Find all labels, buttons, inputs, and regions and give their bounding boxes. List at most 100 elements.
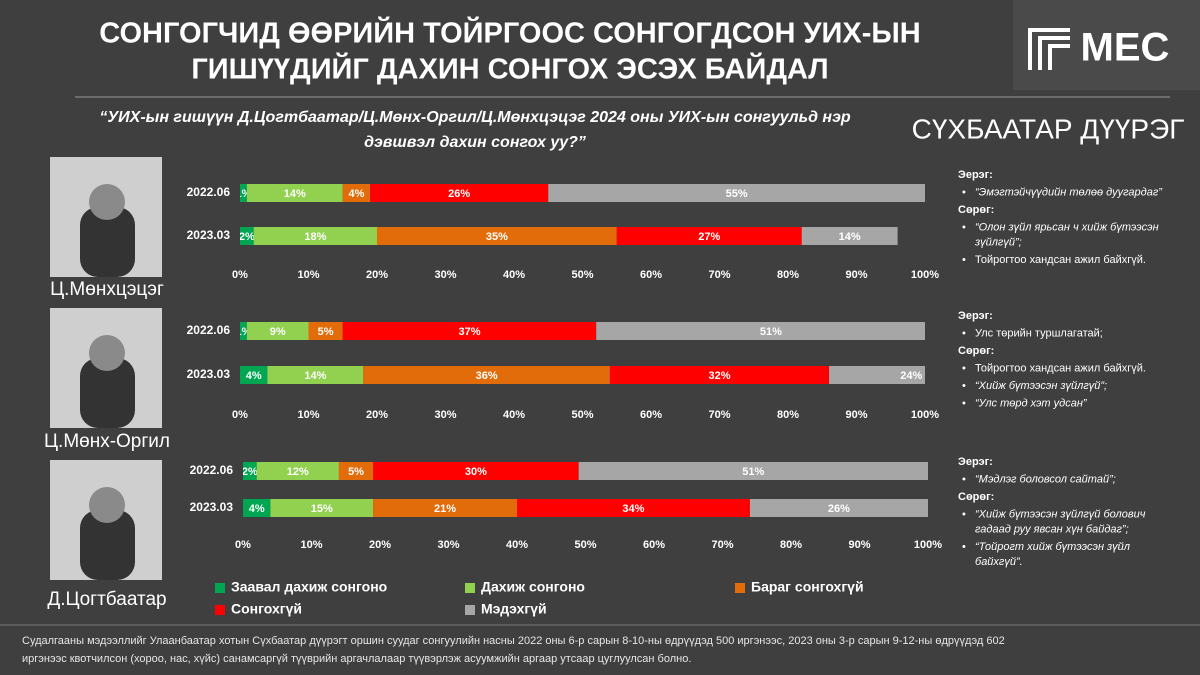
category-label: 2022.06 (190, 463, 234, 477)
bar-segment (267, 366, 364, 384)
value-label: 4% (246, 370, 262, 382)
comment-line: “Хийж бүтээсэн зүйлгүй”; (975, 380, 1107, 392)
bar-segment (616, 227, 802, 245)
value-label: 55% (726, 188, 748, 200)
legend-swatch (215, 605, 225, 615)
bar-segment (342, 322, 597, 340)
x-tick-label: 20% (366, 409, 388, 421)
bar-segment (596, 322, 925, 340)
value-label: 30% (465, 466, 487, 478)
bar-segment (578, 462, 928, 480)
x-tick-label: 90% (845, 409, 867, 421)
portrait-shade (80, 207, 135, 277)
comment-line: “Хийж бүтээсэн зүйлгүй болович (975, 508, 1146, 520)
legend-label: Заавал дахиж сонгоно (231, 579, 387, 595)
value-label: 24% (900, 370, 922, 382)
bar-segment (308, 322, 343, 340)
bar-segment (370, 184, 549, 202)
legend-swatch (465, 605, 475, 615)
bullet: • (962, 397, 966, 409)
comment-line: гадаад руу явсан хүн байдаг”; (975, 523, 1129, 535)
bullet: • (962, 362, 966, 374)
category-label: 2023.03 (190, 500, 234, 514)
person-name: Д.Цогтбаатар (47, 589, 166, 610)
x-tick-label: 90% (845, 269, 867, 281)
x-tick-label: 40% (503, 269, 525, 281)
bar-segment (246, 184, 343, 202)
portrait-head (89, 335, 125, 371)
title-line: ГИШҮҮДИЙГ ДАХИН СОНГОХ ЭСЭХ БАЙДАЛ (191, 52, 828, 86)
x-tick-label: 90% (848, 539, 870, 551)
x-tick-label: 60% (640, 269, 662, 281)
x-tick-label: 80% (780, 539, 802, 551)
category-label: 2023.03 (187, 228, 231, 242)
comment-line: “Улс төрд хэт удсан” (975, 397, 1088, 409)
x-tick-label: 20% (369, 539, 391, 551)
comment-line: Улс төрийн туршлагатай; (975, 327, 1103, 339)
legend-swatch (465, 583, 475, 593)
title-line: СОНГОГЧИД ӨӨРИЙН ТОЙРГООС СОНГОГДСОН УИХ… (99, 16, 920, 50)
value-label: 2% (242, 466, 258, 478)
value-label: 37% (458, 326, 480, 338)
bar-segment (373, 499, 517, 517)
bar-segment (338, 462, 374, 480)
x-tick-label: 70% (708, 269, 730, 281)
district: СҮХБААТАР ДҮҮРЭГ (912, 113, 1185, 144)
x-tick-label: 80% (777, 269, 799, 281)
x-tick-label: 50% (571, 269, 593, 281)
footer-line: Судалгааны мэдээллийг Улаанбаатар хотын … (22, 635, 1005, 647)
x-tick-label: 60% (643, 539, 665, 551)
value-label: 1% (235, 188, 251, 200)
x-tick-label: 50% (571, 409, 593, 421)
x-tick-label: 30% (434, 269, 456, 281)
bar-segment (342, 184, 371, 202)
bar-segment (240, 322, 247, 340)
comment-line: Тойрогтоо хандсан ажил байхгүй. (975, 254, 1146, 266)
value-label: 51% (742, 466, 764, 478)
bar-segment (517, 499, 750, 517)
logo-icon (1028, 28, 1070, 70)
value-label: 26% (828, 503, 850, 515)
comment-line: “Мэдлэг боловсол сайтай”; (975, 473, 1116, 485)
x-tick-label: 0% (232, 269, 248, 281)
bar-segment (829, 366, 925, 384)
value-label: 51% (760, 326, 782, 338)
value-label: 9% (270, 326, 286, 338)
category-label: 2022.06 (187, 185, 231, 199)
person-name: Ц.Мөнх-Оргил (44, 431, 170, 452)
value-label: 14% (304, 370, 326, 382)
value-label: 2% (239, 231, 255, 243)
bar-segment (256, 462, 339, 480)
bar-segment (548, 184, 925, 202)
comment-heading: Сөрөг: (958, 345, 994, 357)
x-tick-label: 10% (297, 409, 319, 421)
bar-segment (363, 366, 610, 384)
bar-segment (240, 227, 254, 245)
value-label: 12% (287, 466, 309, 478)
portrait-shade (80, 510, 135, 580)
x-tick-label: 40% (503, 409, 525, 421)
value-label: 34% (622, 503, 644, 515)
bullet: • (962, 508, 966, 520)
bar-segment (749, 499, 928, 517)
bar-segment (377, 227, 617, 245)
comment-line: Тойрогтоо хандсан ажил байхгүй. (975, 362, 1146, 374)
bullet: • (962, 541, 966, 553)
bullet: • (962, 327, 966, 339)
portrait-shade (80, 358, 135, 428)
comment-heading: Сөрөг: (958, 491, 994, 503)
x-tick-label: 80% (777, 409, 799, 421)
question-line: “УИХ-ын гишүүн Д.Цогтбаатар/Ц.Мөнх-Оргил… (99, 109, 851, 126)
category-label: 2023.03 (187, 367, 231, 381)
x-tick-label: 40% (506, 539, 528, 551)
comment-line: “Олон зүйл ярьсан ч хийж бүтээсэн (975, 221, 1159, 233)
bullet: • (962, 221, 966, 233)
comment-heading: Эерэг: (958, 456, 993, 468)
value-label: 18% (304, 231, 326, 243)
comment-line: зүйлгүй”; (974, 236, 1022, 248)
x-tick-label: 70% (711, 539, 733, 551)
bar-segment (609, 366, 830, 384)
value-label: 27% (698, 231, 720, 243)
x-tick-label: 30% (434, 409, 456, 421)
value-label: 4% (348, 188, 364, 200)
